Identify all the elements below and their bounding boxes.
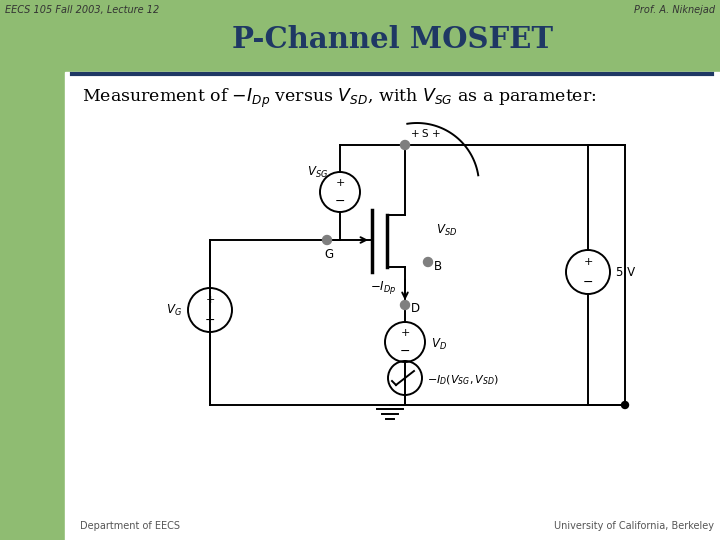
Text: D: D [411,302,420,315]
Text: Prof. A. Niknejad: Prof. A. Niknejad [634,5,715,15]
Circle shape [323,235,331,245]
Circle shape [423,258,433,267]
Text: B: B [434,260,442,273]
Text: University of California, Berkeley: University of California, Berkeley [554,521,714,531]
Text: $V_{SG}$: $V_{SG}$ [307,165,328,179]
Text: $V_D$: $V_D$ [431,336,447,352]
Text: +: + [400,328,410,338]
Bar [65,0,720,72]
Bar [0,0,65,540]
Circle shape [402,141,408,149]
Text: Measurement of $-I_{Dp}$ versus $V_{SD}$, with $V_{SG}$ as a parameter:: Measurement of $-I_{Dp}$ versus $V_{SD}$… [82,86,597,110]
Text: $V_G$: $V_G$ [166,302,182,318]
Text: EECS 105 Fall 2003, Lecture 12: EECS 105 Fall 2003, Lecture 12 [5,5,159,15]
Text: +: + [205,295,215,305]
Text: +: + [336,178,345,188]
Text: −: − [204,314,215,327]
Text: $-I_D(V_{SG}, V_{SD})$: $-I_D(V_{SG}, V_{SD})$ [427,373,499,387]
Text: 5 V: 5 V [616,266,635,279]
Text: P-Channel MOSFET: P-Channel MOSFET [232,25,552,55]
Text: −: − [582,275,593,288]
Circle shape [400,140,410,150]
Text: −: − [400,345,410,357]
Text: −: − [335,194,346,207]
Text: $-I_{Dp}$: $-I_{Dp}$ [371,279,397,295]
Circle shape [621,402,629,408]
Text: Department of EECS: Department of EECS [80,521,180,531]
Bar [65,72,720,540]
Text: G: G [325,247,333,260]
Circle shape [400,300,410,309]
Text: $V_{SD}$: $V_{SD}$ [436,222,457,238]
Text: +: + [583,257,593,267]
Text: $+$ S $+$: $+$ S $+$ [410,127,441,139]
